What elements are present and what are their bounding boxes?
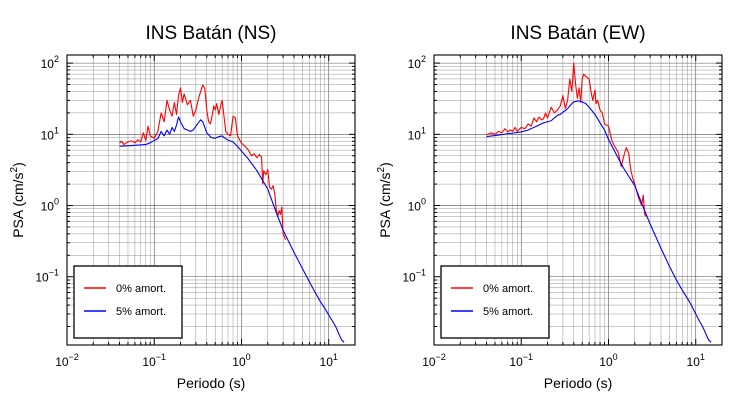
x-tick-label: 10−2 [55,352,79,369]
y-tick-label: 101 [408,125,426,142]
chart-panel-0: 10−2 10−1 100 101 10−1 100 101 102 INS Batán (NS… [9,23,356,391]
y-tick-label: 100 [408,197,426,214]
chart-panel-1: 10−2 10−1 100 101 10−1 100 101 102 INS Batán (EW… [376,23,723,391]
legend: 0% amort. 5% amort. [440,265,550,339]
y-axis-label: PSA (cm/s2) [9,162,26,238]
axis-ticks [433,55,723,345]
plot-frame [66,54,356,346]
legend-box [440,265,550,339]
series-line-0 [119,84,287,241]
x-tick-label: 101 [687,352,705,369]
x-axis-label: Periodo (s) [177,375,245,391]
y-axis-label: PSA (cm/s2) [376,162,393,238]
x-tick-label: 100 [599,352,617,369]
y-tick-label: 102 [41,54,59,71]
y-tick-label: 100 [41,197,59,214]
series-line-0 [486,62,647,217]
y-tick-label: 10−1 [35,268,59,285]
legend-label-0: 0% amort. [483,283,533,295]
legend-label-0: 0% amort. [116,283,166,295]
y-tick-label: 10−1 [402,268,426,285]
x-tick-label: 101 [320,352,338,369]
legend: 0% amort. 5% amort. [73,265,183,339]
x-tick-label: 10−2 [422,352,446,369]
x-tick-label: 100 [232,352,250,369]
legend-label-1: 5% amort. [483,306,533,318]
x-tick-label: 10−1 [509,352,533,369]
grid-lines [433,55,723,345]
chart-title: INS Batán (NS) [146,23,277,44]
series-line-1 [119,116,345,343]
legend-label-1: 5% amort. [116,306,166,318]
series-line-1 [486,100,712,343]
x-axis-label: Periodo (s) [544,375,612,391]
legend-box [73,265,183,339]
y-tick-label: 102 [408,54,426,71]
chart-title: INS Batán (EW) [510,23,645,44]
axis-ticks [66,55,356,345]
plot-frame [433,54,723,346]
y-tick-label: 101 [41,125,59,142]
x-tick-label: 10−1 [142,352,166,369]
